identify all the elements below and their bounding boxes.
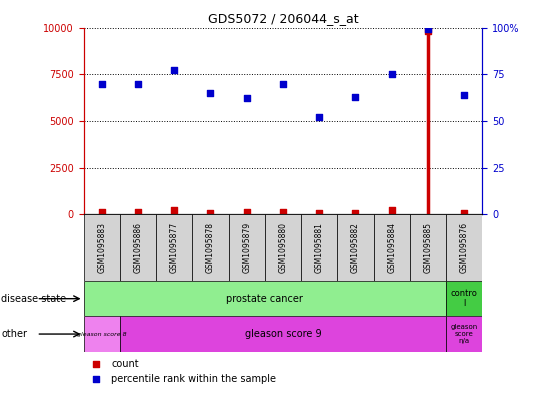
Point	[279, 81, 287, 87]
Point	[243, 209, 251, 215]
Bar	[446, 281, 482, 316]
Point	[388, 208, 396, 214]
Point	[98, 81, 106, 87]
Text: contro
l: contro l	[451, 289, 478, 309]
Point	[170, 206, 178, 213]
Point	[98, 209, 106, 215]
Text: count: count	[112, 358, 139, 369]
Bar	[374, 214, 410, 281]
Text: GSM1095880: GSM1095880	[279, 222, 287, 273]
Point	[279, 209, 287, 215]
Bar	[265, 214, 301, 281]
Text: gleason score 8: gleason score 8	[77, 332, 127, 336]
Bar	[120, 316, 446, 352]
Point	[206, 90, 215, 96]
Bar	[337, 214, 374, 281]
Point	[460, 92, 468, 98]
Point	[134, 81, 142, 87]
Bar	[229, 214, 265, 281]
Text: gleason
score
n/a: gleason score n/a	[451, 324, 478, 344]
Text: GSM1095884: GSM1095884	[387, 222, 396, 273]
Point	[170, 67, 178, 73]
Title: GDS5072 / 206044_s_at: GDS5072 / 206044_s_at	[208, 12, 358, 25]
Bar	[84, 316, 120, 352]
Text: GSM1095886: GSM1095886	[134, 222, 142, 273]
Text: gleason score 9: gleason score 9	[245, 329, 321, 339]
Bar	[156, 214, 192, 281]
Point	[460, 209, 468, 216]
Text: GSM1095883: GSM1095883	[97, 222, 106, 273]
Bar	[446, 316, 482, 352]
Point	[315, 210, 323, 216]
Point	[424, 28, 432, 35]
Text: GSM1095878: GSM1095878	[206, 222, 215, 273]
Bar	[301, 214, 337, 281]
Text: GSM1095879: GSM1095879	[242, 222, 251, 273]
Point	[134, 209, 142, 215]
Point	[424, 26, 432, 33]
Point	[206, 209, 215, 216]
Point	[315, 114, 323, 120]
Bar	[192, 214, 229, 281]
Point	[91, 376, 100, 382]
Text: other: other	[1, 329, 27, 339]
Point	[91, 360, 100, 367]
Text: GSM1095881: GSM1095881	[315, 222, 324, 273]
Bar	[446, 214, 482, 281]
Text: GSM1095876: GSM1095876	[460, 222, 469, 273]
Bar	[84, 214, 120, 281]
Text: GSM1095882: GSM1095882	[351, 222, 360, 273]
Point	[351, 94, 360, 100]
Bar	[410, 214, 446, 281]
Point	[243, 95, 251, 101]
Text: GSM1095877: GSM1095877	[170, 222, 179, 273]
Text: GSM1095885: GSM1095885	[424, 222, 432, 273]
Bar	[120, 214, 156, 281]
Text: prostate cancer: prostate cancer	[226, 294, 303, 304]
Point	[351, 209, 360, 216]
Text: disease state: disease state	[1, 294, 66, 304]
Point	[388, 71, 396, 77]
Text: percentile rank within the sample: percentile rank within the sample	[112, 374, 277, 384]
